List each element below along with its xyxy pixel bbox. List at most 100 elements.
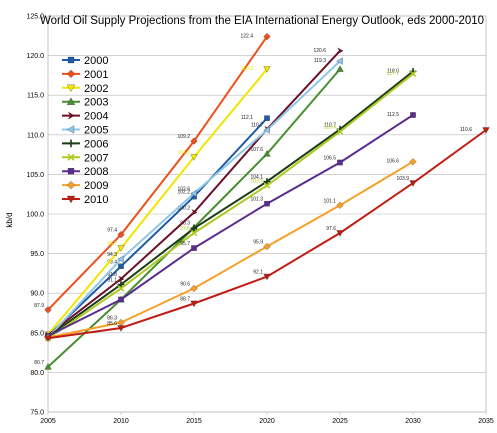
data-label: 118.3 [241, 66, 253, 72]
legend-item-2009: 2009 [62, 180, 108, 192]
legend-marker [66, 69, 76, 79]
data-label: 88.7 [180, 296, 190, 302]
series-line [47, 160, 414, 339]
data-point [482, 127, 490, 134]
data-point [263, 150, 271, 157]
data-point [190, 229, 198, 237]
y-tick-label: 120.0 [26, 53, 44, 60]
legend-label: 2004 [84, 111, 108, 123]
data-label: 95.7 [107, 241, 117, 247]
x-tick-label: 2020 [259, 418, 275, 425]
data-point [410, 112, 416, 118]
data-point [117, 230, 125, 239]
legend-marker [67, 139, 75, 148]
data-label: 112.5 [387, 112, 399, 118]
data-label: 91.8 [107, 272, 117, 278]
data-label: 102.6 [177, 186, 190, 192]
data-label: 110.7 [324, 122, 336, 128]
data-point [336, 65, 344, 72]
series-2004: 91.8 100.2 110.7 120.6 [45, 47, 344, 339]
data-point [263, 273, 271, 281]
x-tick-label: 2025 [332, 418, 348, 425]
legend-marker [66, 180, 76, 190]
data-point [263, 242, 271, 251]
series-line [47, 114, 414, 337]
data-point [190, 189, 197, 198]
data-label: 100.2 [177, 205, 190, 211]
legend-item-2007: 2007 [62, 152, 108, 164]
data-point [117, 245, 125, 252]
data-point [264, 115, 270, 121]
data-point [263, 66, 271, 73]
x-tick-label: 2035 [478, 418, 494, 425]
y-tick-label: 80.0 [30, 370, 44, 377]
data-label: 120.6 [313, 48, 326, 54]
data-label: 87.9 [34, 303, 44, 309]
data-point [118, 296, 124, 303]
legend-marker [66, 97, 76, 105]
legend-item-2004: 2004 [62, 111, 108, 123]
data-label: 110.6 [460, 127, 472, 133]
y-axis-label: kb/d [5, 212, 14, 227]
legend-label: 2000 [84, 55, 108, 67]
data-label: 107.6 [250, 147, 263, 153]
data-label: 103.9 [396, 176, 409, 182]
series-line [47, 70, 414, 338]
legend-label: 2002 [84, 83, 108, 95]
series-line [47, 68, 268, 336]
data-point [118, 275, 125, 283]
legend-marker [66, 195, 76, 204]
y-tick-label: 115.0 [27, 93, 44, 100]
data-point [409, 158, 417, 166]
data-point [191, 209, 198, 216]
legend-marker [66, 84, 76, 93]
legend-label: 2009 [84, 180, 108, 192]
data-point [263, 32, 271, 41]
legend-label: 2003 [84, 97, 108, 109]
data-label: 118.0 [387, 68, 399, 74]
data-point [117, 255, 124, 263]
data-label: 122.4 [240, 34, 253, 40]
data-point [336, 128, 344, 135]
legend-label: 2005 [84, 125, 108, 137]
legend-marker [67, 168, 75, 175]
data-point [409, 70, 417, 77]
legend-item-2010: 2010 [62, 194, 108, 206]
data-label: 101.1 [323, 198, 336, 204]
series-line [47, 73, 414, 340]
data-point [191, 245, 197, 251]
data-label: 102.2 [177, 190, 190, 196]
series-2008: 95.7 101.3 106.5 112.5 [45, 112, 416, 339]
data-point [117, 325, 125, 332]
legend-label: 2006 [84, 138, 108, 150]
y-tick-label: 95.0 [30, 251, 44, 258]
data-point [118, 263, 124, 270]
legend-marker [68, 111, 75, 120]
y-tick-label: 125.0 [26, 14, 44, 21]
data-label: 80.7 [34, 360, 44, 366]
data-point [190, 224, 198, 232]
legend-item-2006: 2006 [62, 138, 108, 150]
data-point [117, 281, 125, 288]
legend-marker [67, 56, 75, 64]
y-tick-label: 75.0 [30, 410, 44, 417]
data-point [336, 57, 343, 65]
data-label: 97.4 [107, 228, 117, 234]
data-label: 104.1 [250, 175, 263, 181]
data-label: 97.6 [180, 226, 190, 232]
data-label: 112.1 [241, 115, 253, 121]
data-point [263, 182, 271, 189]
data-label: 106.6 [386, 159, 399, 165]
data-label: 94.3 [107, 252, 117, 258]
data-point [337, 47, 344, 55]
legend-item-2001: 2001 [62, 69, 108, 81]
data-label: 91.1 [107, 277, 117, 283]
legend-label: 2010 [84, 194, 108, 206]
x-tick-label: 2005 [40, 418, 56, 425]
data-point [190, 300, 198, 308]
data-label: 85.6 [107, 321, 117, 327]
data-point [337, 159, 343, 166]
series-2001: 87.9 97.4 109.2 122.4 [34, 32, 271, 314]
